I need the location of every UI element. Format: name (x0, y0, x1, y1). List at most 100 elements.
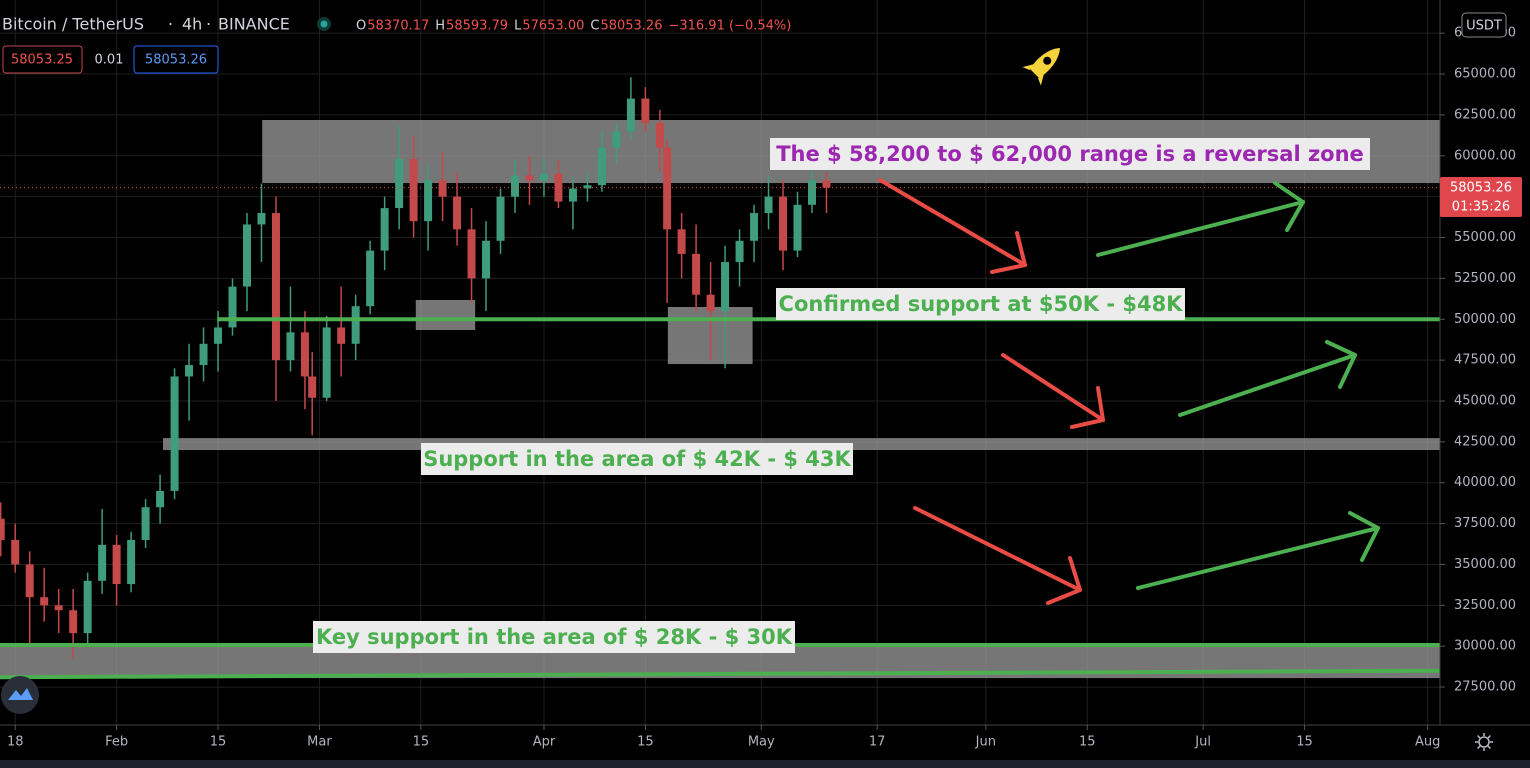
arrow-head (1070, 386, 1105, 429)
candle-body (409, 159, 418, 222)
arrow (1136, 526, 1380, 590)
candle-body (395, 159, 404, 209)
candle-body (69, 610, 78, 634)
logo-mark (8, 688, 33, 700)
x-tick-label: Jul (1194, 735, 1211, 750)
candle-body (583, 185, 592, 189)
arrow (1178, 353, 1357, 417)
price-badge-value: 58053.26 (1450, 181, 1512, 196)
interval: 4h (182, 15, 202, 34)
y-tick-label: 40000.00 (1454, 475, 1516, 490)
candles (0, 77, 831, 660)
y-tick-label: 55000.00 (1454, 230, 1516, 245)
x-tick-label: 17 (869, 735, 886, 750)
y-tick-label: 42500.00 (1454, 434, 1516, 449)
settings-icon[interactable] (1475, 733, 1493, 751)
currency[interactable]: USDT (1466, 19, 1502, 34)
candle-body (351, 306, 360, 344)
annotation: Support in the area of $ 42K - $ 43K (423, 447, 851, 471)
candle-body (380, 208, 389, 251)
candle-body (11, 539, 20, 565)
y-tick-label: 45000.00 (1454, 393, 1516, 408)
y-tick-label: 27500.00 (1454, 680, 1516, 695)
candle-body (322, 327, 331, 398)
buy-box[interactable] (133, 45, 219, 74)
buy-price[interactable]: 58053.26 (145, 53, 207, 68)
candle-body (764, 196, 773, 214)
x-tick-label: Feb (105, 735, 128, 750)
candle-body (141, 507, 150, 540)
spread: 0.01 (95, 53, 124, 68)
arrow (1096, 200, 1305, 257)
separator: · (168, 15, 173, 34)
currency-box[interactable] (1461, 12, 1507, 38)
arrow-head (1273, 181, 1305, 232)
candle-body (98, 544, 107, 581)
candle-body (453, 196, 462, 230)
price-axis (1440, 0, 1530, 768)
y-tick-label: 47500.00 (1454, 353, 1516, 368)
candle-body (511, 175, 520, 197)
y-tick-label: 32500.00 (1454, 598, 1516, 613)
candle-body (692, 253, 701, 295)
arrows (878, 178, 1380, 605)
y-tick-label: 30000.00 (1454, 639, 1516, 654)
arrow-head (1325, 340, 1357, 389)
y-tick-label: 65000.00 (1454, 67, 1516, 82)
arrow (1001, 353, 1105, 422)
x-tick-label: 15 (413, 735, 430, 750)
candle-body (626, 98, 635, 132)
x-tick-label: May (748, 735, 775, 750)
arrow-head (1348, 511, 1380, 562)
annotation-box (770, 138, 1370, 170)
candle-body (25, 564, 34, 598)
candle-body (127, 539, 136, 585)
y-tick-label: 60000.00 (1454, 148, 1516, 163)
ohlc-label: O (356, 19, 366, 34)
candle-body (112, 544, 121, 585)
rocket-icon (1022, 48, 1060, 86)
annotation: The $ 58,200 to $ 62,000 range is a reve… (776, 142, 1364, 166)
countdown: 01:35:26 (1452, 200, 1510, 215)
x-tick-label: 15 (1296, 735, 1313, 750)
change: −316.91 (−0.54%) (668, 19, 791, 34)
candle-body (228, 286, 237, 328)
candle-body (779, 196, 788, 251)
x-tick-label: 18 (7, 735, 24, 750)
candle-body (366, 250, 375, 307)
candle-body (337, 327, 346, 344)
arrow (878, 178, 1027, 267)
candle-body (40, 597, 49, 606)
candle-body (271, 213, 280, 361)
x-tick-label: 15 (210, 735, 227, 750)
zone (415, 299, 476, 331)
candle-body (482, 240, 491, 279)
status-dot (320, 20, 328, 28)
x-tick-label: Mar (307, 735, 332, 750)
candle-body (83, 580, 92, 634)
sell-price[interactable]: 58053.25 (11, 53, 73, 68)
candle-body (750, 213, 759, 241)
candle-body (214, 327, 223, 344)
candle-body (554, 173, 563, 202)
y-tick-label: 52500.00 (1454, 271, 1516, 286)
candle-body (308, 376, 317, 398)
ohlc-value: 57653.00 (522, 19, 584, 34)
candle-body (525, 175, 534, 181)
candle-body (0, 518, 5, 540)
candle-body (170, 376, 179, 491)
candle-body (793, 204, 802, 251)
price-badge (1440, 177, 1522, 217)
x-tick-label: 15 (637, 735, 654, 750)
candle-body (243, 224, 252, 287)
y-tick-label: 62500.00 (1454, 107, 1516, 122)
annotation-box (776, 288, 1185, 320)
sell-box[interactable] (2, 45, 83, 74)
annotations: The $ 58,200 to $ 62,000 range is a reve… (313, 138, 1370, 653)
y-tick-label: 35000.00 (1454, 557, 1516, 572)
ohlc-label: H (435, 19, 445, 34)
candle-body (467, 229, 476, 279)
candle-body (185, 365, 194, 377)
ohlc-label: L (514, 19, 522, 34)
ohlc-value: 58370.17 (367, 19, 429, 34)
